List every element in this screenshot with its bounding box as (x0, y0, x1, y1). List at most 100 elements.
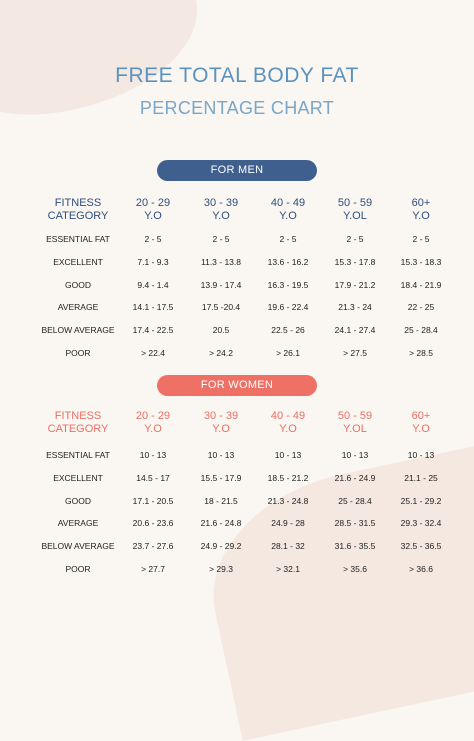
value-cell: 29.3 - 32.4 (400, 518, 442, 529)
value-cell: 25 - 28.4 (338, 495, 372, 506)
value-cell: 10 - 13 (139, 450, 167, 460)
women-header-cell: FITNESS CATEGORY (48, 410, 109, 436)
header-text: 20 - 29 (135, 197, 171, 209)
page-title: FREE TOTAL BODY FAT (115, 64, 359, 87)
category-cell: AVERAGE (57, 302, 99, 313)
header-text: FITNESS (54, 197, 102, 209)
category-cell: AVERAGE (57, 518, 99, 529)
value-cell: 10 - 13 (274, 450, 302, 460)
header-text: Y.OL (343, 423, 367, 435)
value-cell: 21.3 - 24.8 (267, 495, 309, 506)
value-cell: 10 - 13 (407, 450, 435, 460)
header-text: Y.O (412, 423, 430, 435)
value-cell: 15.3 - 18.3 (400, 256, 442, 267)
value-cell: 22.5 - 26 (271, 325, 305, 336)
value-cell: 2 - 5 (346, 234, 364, 244)
page-subtitle: PERCENTAGE CHART (139, 98, 335, 118)
header-text: Y.O (279, 210, 297, 222)
value-cell: > 27.5 (343, 348, 367, 358)
value-cell: 7.1 - 9.3 (137, 256, 169, 267)
value-cell: 10 - 13 (207, 450, 235, 460)
section-label-women: FOR WOMEN (157, 375, 317, 396)
category-cell: GOOD (65, 495, 91, 506)
value-cell: 24.9 - 29.2 (200, 541, 242, 552)
value-cell: 32.5 - 36.5 (400, 541, 442, 552)
header-text: Y.O (144, 210, 162, 222)
category-cell: BELOW AVERAGE (41, 541, 115, 552)
header-text: FITNESS (54, 410, 102, 422)
value-cell: 17.5 -20.4 (201, 302, 241, 313)
value-cell: 2 - 5 (212, 234, 230, 244)
category-cell: BELOW AVERAGE (41, 325, 115, 336)
value-cell: 28.1 - 32 (271, 541, 305, 552)
category-cell: POOR (65, 564, 91, 574)
header-text: 60+ (411, 410, 431, 422)
value-cell: 2 - 5 (412, 234, 430, 244)
category-cell: EXCELLENT (53, 256, 103, 267)
header-text: 40 - 49 (270, 410, 306, 422)
men-header-cell: 50 - 59 Y.OL (338, 197, 372, 223)
value-cell: 15.3 - 17.8 (334, 256, 376, 267)
value-cell: 17.1 - 20.5 (132, 495, 174, 506)
value-cell: 19.6 - 22.4 (267, 302, 309, 313)
women-header-cell: 20 - 29 Y.O (136, 410, 170, 436)
header-text: 40 - 49 (270, 197, 306, 209)
value-cell: 20.5 (212, 325, 230, 336)
women-header-cell: 50 - 59 Y.OL (338, 410, 372, 436)
value-cell: 20.6 - 23.6 (132, 518, 174, 529)
value-cell: 15.5 - 17.9 (200, 472, 242, 483)
category-cell: ESSENTIAL FAT (46, 234, 110, 244)
value-cell: 13.6 - 16.2 (267, 256, 309, 267)
value-cell: 11.3 - 13.8 (200, 256, 242, 267)
value-cell: > 24.2 (209, 348, 233, 358)
men-header-cell: 30 - 39 Y.O (204, 197, 238, 223)
value-cell: 28.5 - 31.5 (334, 518, 376, 529)
header-text: 50 - 59 (337, 410, 373, 422)
value-cell: 18.4 - 21.9 (400, 279, 442, 290)
category-cell: EXCELLENT (53, 472, 103, 483)
value-cell: 24.9 - 28 (271, 518, 305, 529)
header-text: Y.O (279, 423, 297, 435)
value-cell: 14.1 - 17.5 (132, 302, 174, 313)
header-text: 30 - 39 (203, 410, 239, 422)
value-cell: 17.4 - 22.5 (132, 325, 174, 336)
value-cell: 14.5 - 17 (136, 472, 170, 483)
header-text: Y.O (412, 210, 430, 222)
header-text: 20 - 29 (135, 410, 171, 422)
value-cell: 24.1 - 27.4 (334, 325, 376, 336)
header-text: 50 - 59 (337, 197, 373, 209)
value-cell: > 35.6 (343, 564, 367, 574)
value-cell: > 29.3 (209, 564, 233, 574)
value-cell: > 22.4 (141, 348, 165, 358)
value-cell: 22 - 25 (407, 302, 435, 313)
value-cell: > 32.1 (276, 564, 300, 574)
section-label-men: FOR MEN (157, 160, 317, 181)
value-cell: 2 - 5 (144, 234, 162, 244)
value-cell: 16.3 - 19.5 (267, 279, 309, 290)
women-header-cell: 30 - 39 Y.O (204, 410, 238, 436)
value-cell: 9.4 - 1.4 (137, 279, 169, 290)
value-cell: 13.9 - 17.4 (200, 279, 242, 290)
value-cell: 2 - 5 (279, 234, 297, 244)
women-header-cell: 40 - 49 Y.O (271, 410, 305, 436)
value-cell: 21.6 - 24.9 (334, 472, 376, 483)
value-cell: 18 - 21.5 (204, 495, 238, 506)
value-cell: > 36.6 (409, 564, 433, 574)
value-cell: 23.7 - 27.6 (132, 541, 174, 552)
men-header-cell: FITNESS CATEGORY (48, 197, 109, 223)
value-cell: 25.1 - 29.2 (400, 495, 442, 506)
men-header-cell: 40 - 49 Y.O (271, 197, 305, 223)
header-text: Y.OL (343, 210, 367, 222)
value-cell: 25 - 28.4 (404, 325, 438, 336)
header-text: 60+ (411, 197, 431, 209)
women-header-cell: 60+ Y.O (412, 410, 431, 436)
value-cell: 17.9 - 21.2 (334, 279, 376, 290)
header-text: CATEGORY (47, 423, 109, 435)
value-cell: 18.5 - 21.2 (267, 472, 309, 483)
value-cell: 21.6 - 24.8 (200, 518, 242, 529)
header-text: CATEGORY (47, 210, 109, 222)
value-cell: 21.1 - 25 (404, 472, 438, 483)
header-text: 30 - 39 (203, 197, 239, 209)
value-cell: 31.6 - 35.5 (334, 541, 376, 552)
header-text: Y.O (144, 423, 162, 435)
